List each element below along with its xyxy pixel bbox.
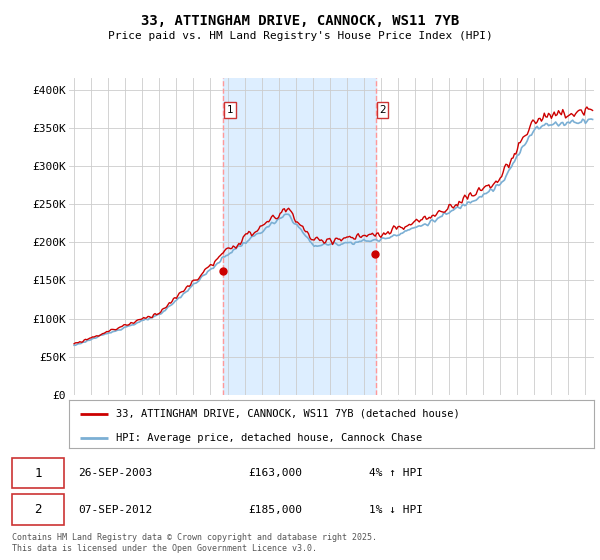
Text: 2: 2 <box>34 503 41 516</box>
Text: 4% ↑ HPI: 4% ↑ HPI <box>369 468 423 478</box>
Text: 1% ↓ HPI: 1% ↓ HPI <box>369 505 423 515</box>
FancyBboxPatch shape <box>12 458 64 488</box>
Text: Contains HM Land Registry data © Crown copyright and database right 2025.
This d: Contains HM Land Registry data © Crown c… <box>12 533 377 553</box>
Bar <box>223 78 376 395</box>
Text: 26-SEP-2003: 26-SEP-2003 <box>78 468 152 478</box>
Text: £185,000: £185,000 <box>248 505 302 515</box>
FancyBboxPatch shape <box>12 494 64 525</box>
Text: HPI: Average price, detached house, Cannock Chase: HPI: Average price, detached house, Cann… <box>116 432 422 442</box>
Text: Price paid vs. HM Land Registry's House Price Index (HPI): Price paid vs. HM Land Registry's House … <box>107 31 493 41</box>
Text: 1: 1 <box>34 466 41 480</box>
Text: 1: 1 <box>227 105 233 115</box>
Text: £163,000: £163,000 <box>248 468 302 478</box>
Text: 33, ATTINGHAM DRIVE, CANNOCK, WS11 7YB (detached house): 33, ATTINGHAM DRIVE, CANNOCK, WS11 7YB (… <box>116 409 460 419</box>
Text: 2: 2 <box>379 105 386 115</box>
Text: 33, ATTINGHAM DRIVE, CANNOCK, WS11 7YB: 33, ATTINGHAM DRIVE, CANNOCK, WS11 7YB <box>141 14 459 28</box>
Text: 07-SEP-2012: 07-SEP-2012 <box>78 505 152 515</box>
